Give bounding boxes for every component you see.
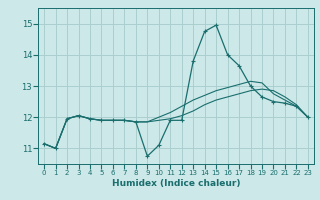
X-axis label: Humidex (Indice chaleur): Humidex (Indice chaleur)	[112, 179, 240, 188]
